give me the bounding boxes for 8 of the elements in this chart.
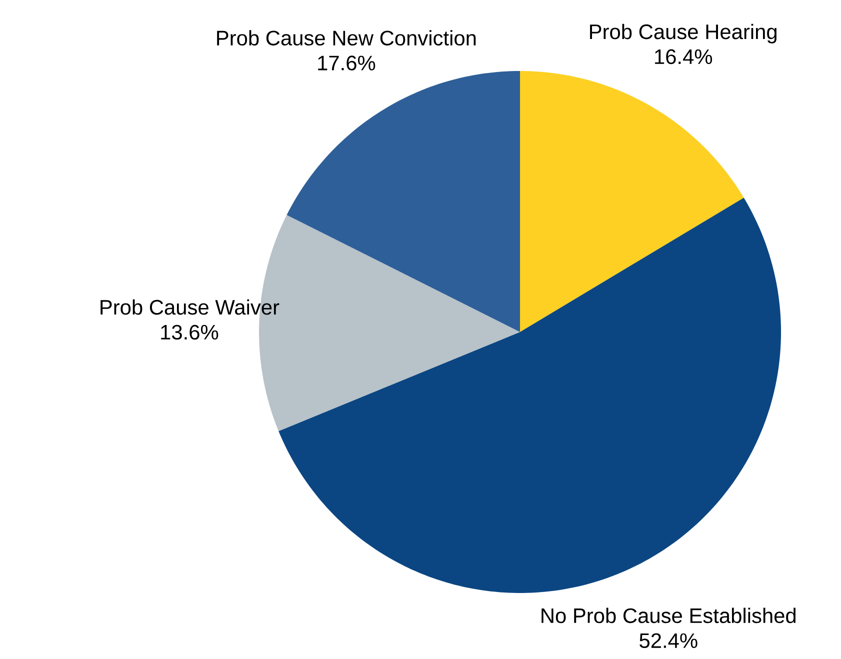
data-label: 17.6%: [318, 56, 376, 70]
slice-label: Prob Cause Hearing: [590, 24, 776, 44]
data-label: 52.4%: [640, 633, 698, 648]
slice-label: Prob Cause Waiver: [100, 299, 280, 315]
data-label: 13.6%: [161, 324, 218, 340]
data-label: 16.4%: [655, 49, 712, 64]
slice-label: No Prob Cause Established: [542, 608, 796, 624]
slice-label: Prob Cause New Conviction: [217, 30, 476, 46]
